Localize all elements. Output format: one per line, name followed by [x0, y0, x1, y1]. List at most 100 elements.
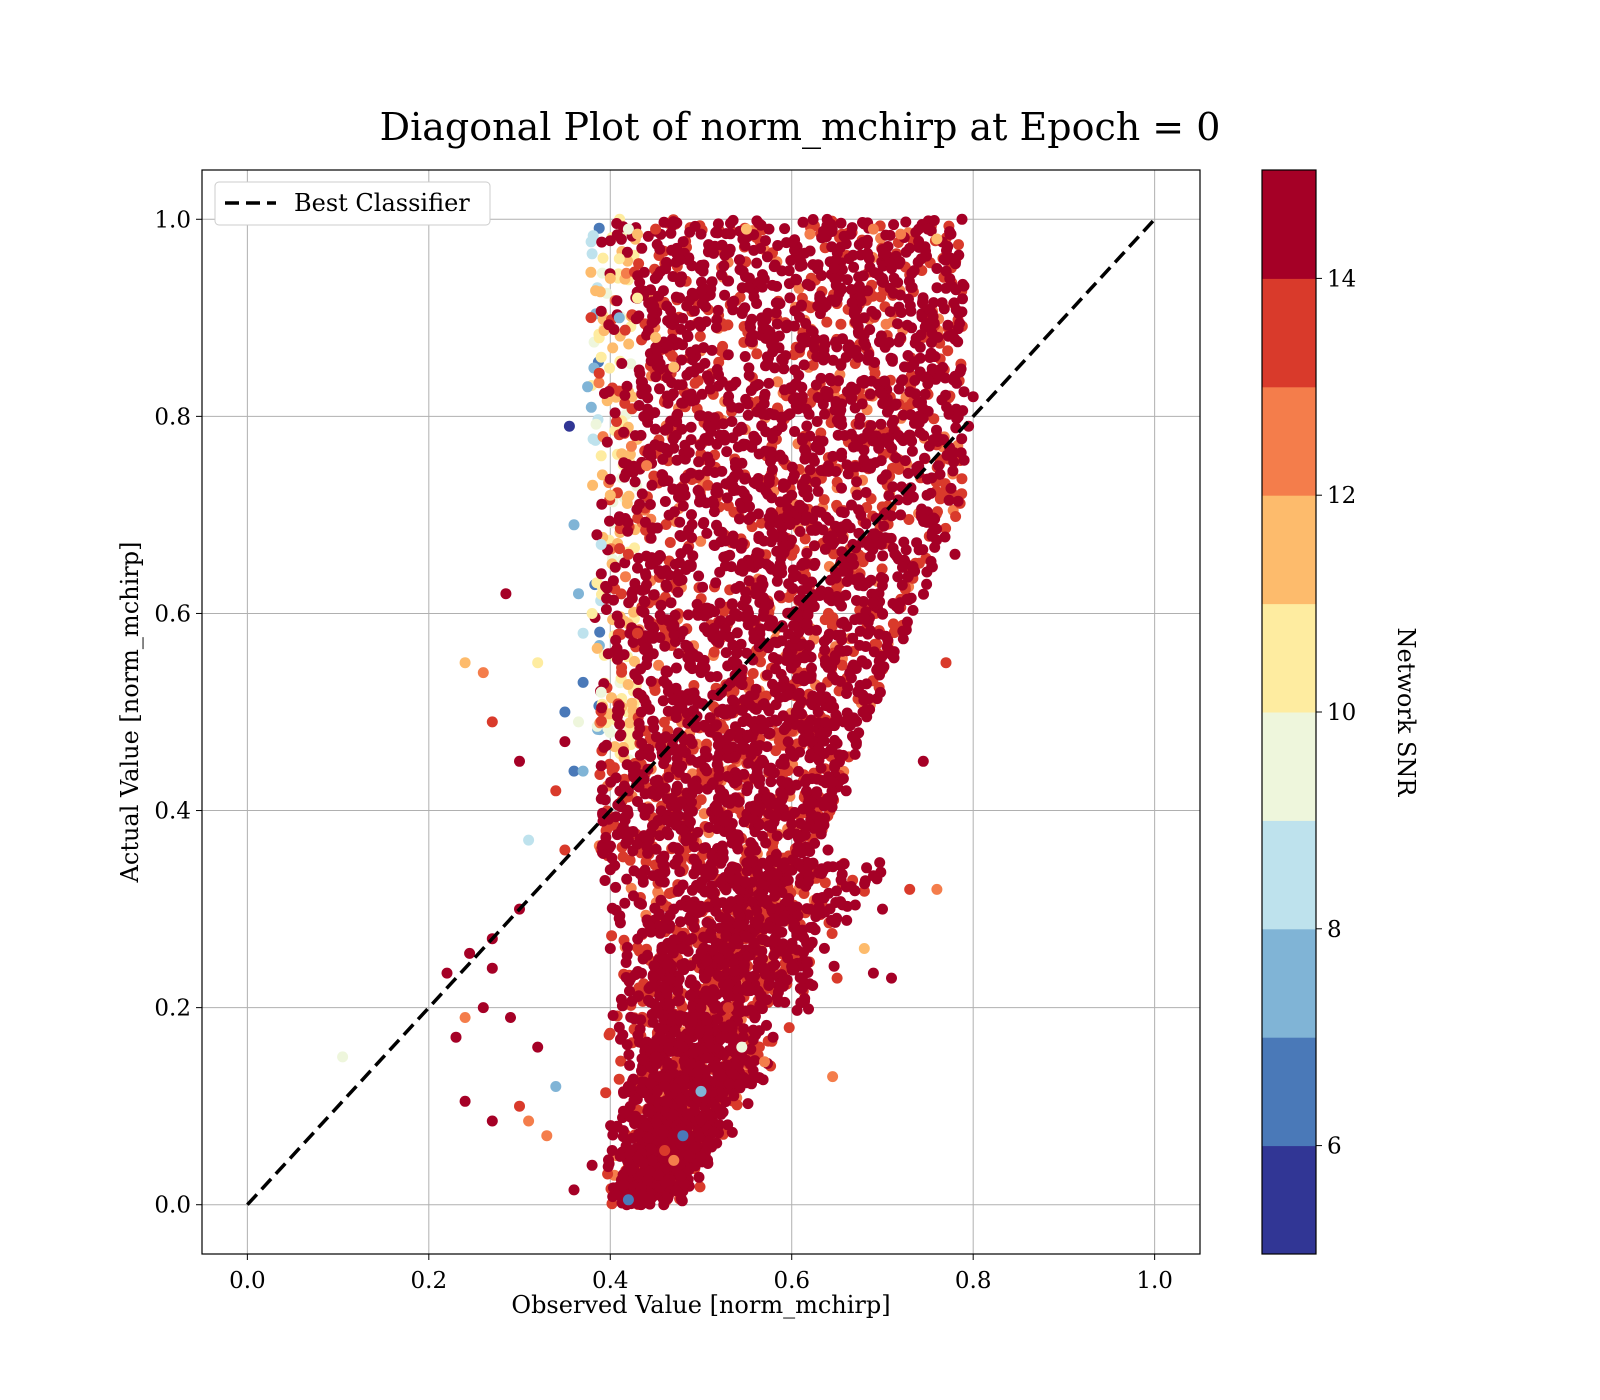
scatter-point — [684, 320, 696, 331]
scatter-point — [723, 244, 735, 256]
scatter-point — [634, 277, 646, 288]
scatter-point — [718, 1049, 730, 1061]
scatter-point — [772, 376, 784, 388]
scatter-point — [685, 388, 697, 400]
scatter-point — [825, 574, 837, 586]
scatter-point — [799, 619, 811, 630]
scatter-point — [778, 915, 789, 927]
scatter-point — [729, 607, 741, 619]
scatter-point — [675, 916, 686, 928]
scatter-point — [860, 487, 872, 498]
scatter-point — [744, 971, 756, 983]
scatter-point — [861, 862, 873, 874]
scatter-point — [752, 508, 764, 520]
scatter-point — [713, 1104, 725, 1115]
scatter-point — [888, 219, 900, 231]
scatter-point — [884, 306, 896, 318]
scatter-point — [849, 733, 861, 745]
scatter-point — [606, 852, 618, 864]
scatter-point — [600, 580, 612, 592]
scatter-point — [931, 282, 943, 294]
scatter-point — [794, 526, 806, 537]
scatter-point — [622, 517, 634, 528]
scatter-point — [645, 675, 657, 687]
scatter-point — [835, 414, 847, 426]
scatter-point — [846, 297, 858, 309]
scatter-point — [712, 805, 724, 817]
scatter-point — [587, 433, 599, 445]
scatter-point — [951, 377, 963, 389]
scatter-point — [911, 537, 923, 549]
scatter-point — [824, 372, 836, 384]
scatter-point — [685, 346, 697, 358]
scatter-point — [851, 476, 863, 488]
scatter-point — [642, 949, 653, 961]
scatter-point — [647, 1016, 659, 1028]
scatter-point — [621, 873, 633, 885]
scatter-point — [796, 982, 808, 994]
scatter-point — [848, 712, 860, 724]
scatter-point — [618, 746, 629, 758]
scatter-point — [926, 561, 938, 573]
scatter-point — [778, 724, 790, 736]
scatter-point — [876, 580, 888, 592]
scatter-point — [648, 960, 660, 972]
scatter-point — [760, 314, 772, 326]
scatter-point — [591, 529, 603, 541]
scatter-point — [635, 706, 647, 718]
scatter-point — [902, 467, 914, 479]
scatter-point — [713, 764, 725, 775]
scatter-point — [771, 575, 783, 587]
scatter-point — [708, 622, 720, 634]
scatter-point — [811, 416, 823, 427]
scatter-point — [773, 590, 785, 602]
scatter-point — [909, 375, 921, 386]
scatter-point — [611, 295, 623, 307]
scatter-point — [658, 716, 670, 728]
scatter-point — [778, 363, 790, 375]
scatter-point — [942, 319, 954, 331]
scatter-point — [857, 270, 869, 282]
scatter-point — [661, 1096, 673, 1108]
scatter-point — [615, 1033, 626, 1045]
scatter-point — [607, 575, 619, 587]
scatter-point — [900, 544, 912, 556]
scatter-point — [776, 635, 788, 647]
scatter-point — [807, 857, 819, 869]
scatter-point — [741, 857, 753, 869]
scatter-point — [827, 450, 839, 462]
scatter-point — [772, 654, 784, 666]
scatter-point — [669, 558, 681, 570]
scatter-point — [593, 222, 605, 234]
scatter-point — [838, 507, 850, 519]
scatter-point — [835, 404, 847, 416]
scatter-point — [863, 693, 875, 705]
scatter-point — [878, 520, 890, 532]
scatter-point — [801, 547, 813, 559]
scatter-points — [337, 213, 979, 1211]
scatter-point — [682, 1150, 694, 1161]
scatter-point — [947, 465, 959, 477]
scatter-point — [722, 1119, 734, 1131]
scatter-point — [688, 1047, 699, 1058]
scatter-point — [593, 367, 605, 379]
scatter-point — [627, 845, 639, 857]
scatter-point — [703, 239, 715, 251]
scatter-point — [783, 265, 795, 277]
scatter-point — [686, 509, 697, 521]
scatter-point — [704, 457, 716, 468]
scatter-point — [933, 460, 944, 472]
scatter-point — [827, 861, 839, 873]
scatter-point — [799, 776, 811, 788]
scatter-point — [613, 515, 625, 526]
scatter-point — [700, 497, 712, 509]
scatter-point — [736, 704, 748, 716]
scatter-point — [686, 738, 698, 749]
scatter-point — [742, 398, 754, 410]
scatter-point — [708, 646, 720, 658]
scatter-point — [651, 239, 663, 250]
scatter-point — [624, 1059, 636, 1071]
scatter-point — [816, 270, 827, 281]
scatter-point — [615, 1055, 627, 1067]
scatter-point — [733, 402, 745, 414]
